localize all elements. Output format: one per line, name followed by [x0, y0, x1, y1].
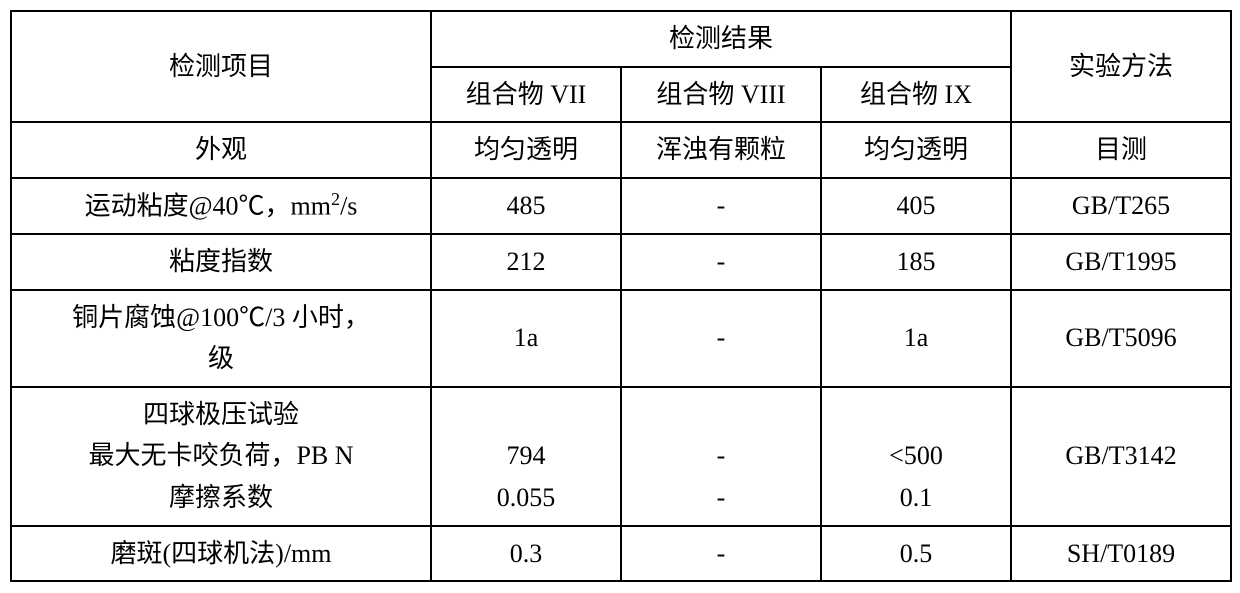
- cell-method: 目测: [1011, 122, 1231, 178]
- cell-vii: 212: [431, 234, 621, 290]
- cell-vii: 1a: [431, 290, 621, 387]
- cell-ix: 185: [821, 234, 1011, 290]
- header-method: 实验方法: [1011, 11, 1231, 122]
- cell-item: 外观: [11, 122, 431, 178]
- cell-viii: -: [621, 234, 821, 290]
- cell-method: GB/T3142: [1011, 387, 1231, 526]
- cell-method: GB/T265: [1011, 178, 1231, 234]
- cell-vii: 均匀透明: [431, 122, 621, 178]
- cell-ix: 均匀透明: [821, 122, 1011, 178]
- cell-item: 粘度指数: [11, 234, 431, 290]
- header-sub-vii: 组合物 VII: [431, 67, 621, 123]
- header-results: 检测结果: [431, 11, 1011, 67]
- header-item: 检测项目: [11, 11, 431, 122]
- cell-viii: -: [621, 290, 821, 387]
- cell-viii: -: [621, 178, 821, 234]
- cell-method: SH/T0189: [1011, 526, 1231, 582]
- header-sub-ix: 组合物 IX: [821, 67, 1011, 123]
- cell-ix: 1a: [821, 290, 1011, 387]
- cell-vii: 794 0.055: [431, 387, 621, 526]
- cell-item: 四球极压试验 最大无卡咬负荷，PB N 摩擦系数: [11, 387, 431, 526]
- cell-ix: <500 0.1: [821, 387, 1011, 526]
- cell-method: GB/T5096: [1011, 290, 1231, 387]
- table-row: 运动粘度@40℃，mm2/s 485 - 405 GB/T265: [11, 178, 1231, 234]
- cell-vii: 0.3: [431, 526, 621, 582]
- table-row: 外观 均匀透明 浑浊有颗粒 均匀透明 目测: [11, 122, 1231, 178]
- table-row: 四球极压试验 最大无卡咬负荷，PB N 摩擦系数 794 0.055 - - <…: [11, 387, 1231, 526]
- cell-ix: 0.5: [821, 526, 1011, 582]
- header-row-1: 检测项目 检测结果 实验方法: [11, 11, 1231, 67]
- cell-viii: - -: [621, 387, 821, 526]
- table-row: 粘度指数 212 - 185 GB/T1995: [11, 234, 1231, 290]
- cell-viii: 浑浊有颗粒: [621, 122, 821, 178]
- cell-item: 运动粘度@40℃，mm2/s: [11, 178, 431, 234]
- header-sub-viii: 组合物 VIII: [621, 67, 821, 123]
- cell-item: 磨斑(四球机法)/mm: [11, 526, 431, 582]
- cell-item: 铜片腐蚀@100℃/3 小时， 级: [11, 290, 431, 387]
- cell-viii: -: [621, 526, 821, 582]
- cell-method: GB/T1995: [1011, 234, 1231, 290]
- results-table: 检测项目 检测结果 实验方法 组合物 VII 组合物 VIII 组合物 IX 外…: [10, 10, 1232, 582]
- table-row: 磨斑(四球机法)/mm 0.3 - 0.5 SH/T0189: [11, 526, 1231, 582]
- cell-vii: 485: [431, 178, 621, 234]
- cell-ix: 405: [821, 178, 1011, 234]
- table-row: 铜片腐蚀@100℃/3 小时， 级 1a - 1a GB/T5096: [11, 290, 1231, 387]
